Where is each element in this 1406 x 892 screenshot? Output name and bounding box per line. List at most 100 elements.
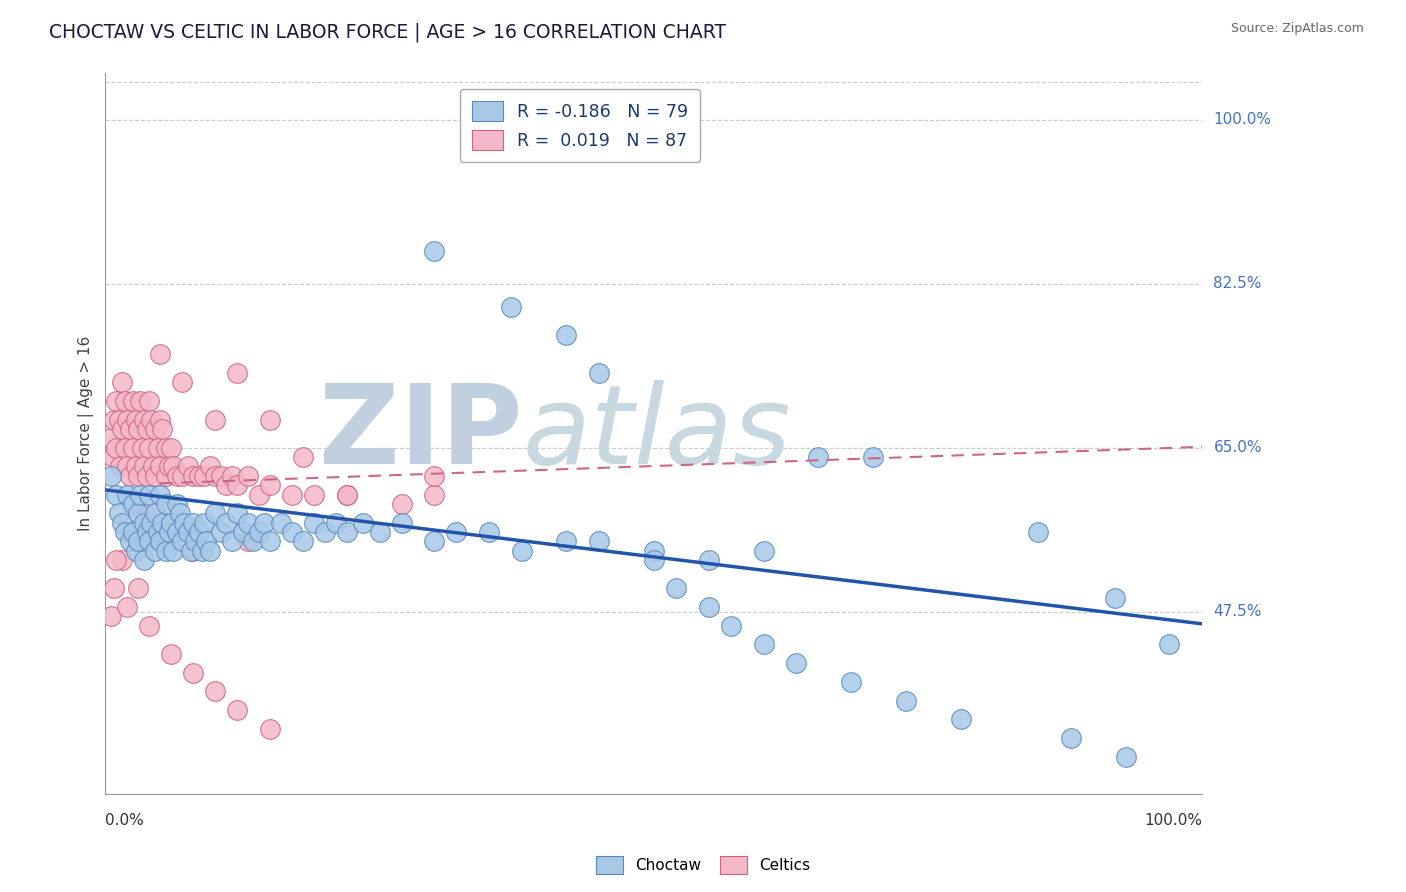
Text: 0.0%: 0.0% [105,813,145,828]
Point [314,524,336,539]
Point [325,516,347,530]
Text: ZIP: ZIP [319,380,522,487]
Point [111,516,134,530]
Point [785,657,807,671]
Point [114,393,136,408]
Point [215,478,238,492]
Point [643,543,665,558]
Point [149,459,172,474]
Point [281,524,304,539]
Point [209,524,232,539]
Point [125,459,148,474]
Point [103,581,125,595]
Point [423,244,446,258]
Point [111,375,134,389]
Point [160,441,183,455]
Point [368,524,391,539]
Point [423,534,446,549]
Point [105,487,128,501]
Point [117,600,139,615]
Point [146,441,169,455]
Point [172,468,194,483]
Point [336,524,359,539]
Point [155,543,177,558]
Point [259,534,281,549]
Point [180,543,202,558]
Point [253,516,276,530]
Point [176,459,198,474]
Point [204,506,226,520]
Point [191,543,214,558]
Point [697,553,720,567]
Point [236,516,259,530]
Text: 100.0%: 100.0% [1213,112,1271,128]
Point [720,619,742,633]
Point [423,487,446,501]
Point [555,328,578,343]
Point [950,713,973,727]
Point [143,468,166,483]
Point [136,422,159,436]
Point [896,694,918,708]
Point [117,412,139,426]
Point [176,524,198,539]
Point [149,412,172,426]
Point [143,543,166,558]
Point [181,543,204,558]
Point [132,506,155,520]
Point [226,703,249,717]
Point [181,468,204,483]
Point [127,581,149,595]
Point [195,534,218,549]
Point [100,468,122,483]
Point [107,412,129,426]
Point [118,468,141,483]
Point [215,516,238,530]
Point [247,524,270,539]
Point [423,468,446,483]
Point [101,450,124,464]
Point [555,534,578,549]
Point [236,468,259,483]
Text: 100.0%: 100.0% [1144,813,1202,828]
Point [193,516,215,530]
Point [302,516,325,530]
Point [155,468,177,483]
Point [141,412,163,426]
Point [291,450,314,464]
Point [173,516,195,530]
Point [146,524,169,539]
Point [1104,591,1126,605]
Point [1159,638,1181,652]
Point [807,450,830,464]
Point [114,524,136,539]
Point [862,450,884,464]
Point [226,506,249,520]
Point [336,487,359,501]
Point [155,441,177,455]
Point [105,553,128,567]
Point [198,459,221,474]
Point [132,516,155,530]
Text: 65.0%: 65.0% [1213,441,1263,455]
Point [841,675,863,690]
Point [127,506,149,520]
Point [198,543,221,558]
Point [121,441,143,455]
Point [100,431,122,445]
Point [157,524,180,539]
Point [117,487,139,501]
Point [391,497,413,511]
Point [162,543,184,558]
Text: Source: ZipAtlas.com: Source: ZipAtlas.com [1230,22,1364,36]
Point [204,684,226,698]
Point [111,553,134,567]
Point [204,412,226,426]
Point [166,497,188,511]
Point [127,468,149,483]
Point [121,393,143,408]
Point [118,422,141,436]
Point [665,581,688,595]
Point [588,366,610,380]
Point [336,487,359,501]
